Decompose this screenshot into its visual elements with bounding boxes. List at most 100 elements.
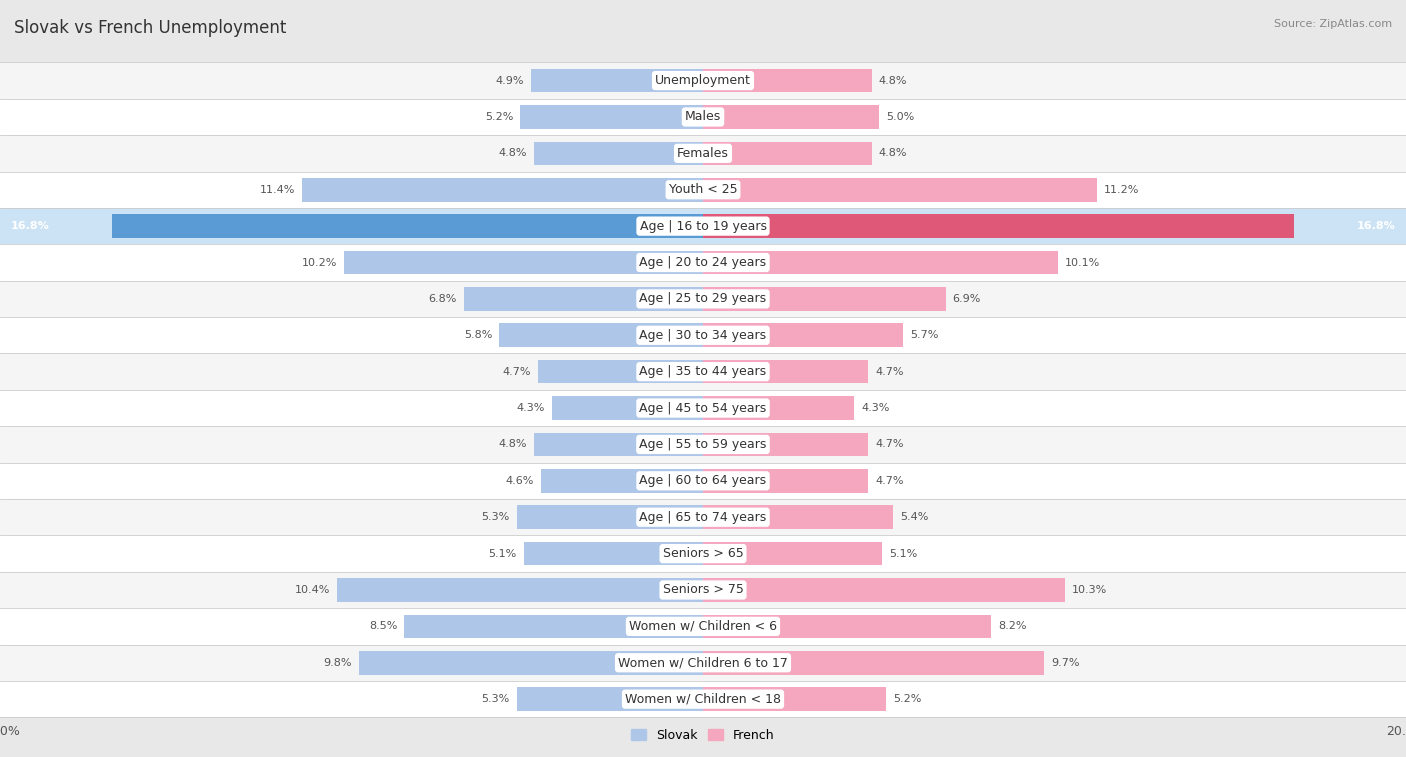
Text: Age | 30 to 34 years: Age | 30 to 34 years bbox=[640, 329, 766, 341]
Bar bbox=[703, 578, 1066, 602]
Bar bbox=[703, 251, 1057, 274]
Bar bbox=[534, 142, 703, 165]
Bar bbox=[524, 542, 703, 565]
Bar bbox=[703, 469, 869, 493]
Bar bbox=[0, 681, 1406, 718]
Text: Age | 16 to 19 years: Age | 16 to 19 years bbox=[640, 220, 766, 232]
Bar bbox=[0, 354, 1406, 390]
Bar bbox=[703, 323, 904, 347]
Text: 5.3%: 5.3% bbox=[481, 512, 510, 522]
Text: Age | 60 to 64 years: Age | 60 to 64 years bbox=[640, 475, 766, 488]
Text: 4.8%: 4.8% bbox=[499, 148, 527, 158]
Bar bbox=[405, 615, 703, 638]
Text: 9.7%: 9.7% bbox=[1050, 658, 1080, 668]
Bar bbox=[517, 506, 703, 529]
Text: 4.3%: 4.3% bbox=[516, 403, 546, 413]
Text: 5.7%: 5.7% bbox=[911, 330, 939, 341]
Text: Women w/ Children < 18: Women w/ Children < 18 bbox=[626, 693, 780, 706]
Text: Age | 45 to 54 years: Age | 45 to 54 years bbox=[640, 401, 766, 415]
Text: Age | 35 to 44 years: Age | 35 to 44 years bbox=[640, 365, 766, 378]
Text: 10.1%: 10.1% bbox=[1066, 257, 1101, 267]
Text: Women w/ Children 6 to 17: Women w/ Children 6 to 17 bbox=[619, 656, 787, 669]
Text: Seniors > 65: Seniors > 65 bbox=[662, 547, 744, 560]
Text: 5.1%: 5.1% bbox=[488, 549, 517, 559]
Bar bbox=[344, 251, 703, 274]
Text: 4.7%: 4.7% bbox=[875, 439, 904, 450]
Bar bbox=[703, 687, 886, 711]
Bar bbox=[0, 172, 1406, 208]
Text: 6.9%: 6.9% bbox=[953, 294, 981, 304]
Bar bbox=[531, 69, 703, 92]
Text: 5.1%: 5.1% bbox=[889, 549, 918, 559]
Bar bbox=[703, 178, 1097, 201]
Bar bbox=[703, 287, 945, 310]
Bar bbox=[703, 396, 855, 420]
Bar bbox=[703, 542, 883, 565]
Text: 4.9%: 4.9% bbox=[495, 76, 524, 86]
Bar bbox=[0, 281, 1406, 317]
Bar bbox=[520, 105, 703, 129]
Bar bbox=[703, 105, 879, 129]
Bar bbox=[541, 469, 703, 493]
Bar bbox=[703, 651, 1043, 674]
Text: Seniors > 75: Seniors > 75 bbox=[662, 584, 744, 597]
Bar bbox=[0, 245, 1406, 281]
Bar bbox=[0, 317, 1406, 354]
Text: 4.8%: 4.8% bbox=[879, 76, 907, 86]
Text: 16.8%: 16.8% bbox=[11, 221, 49, 231]
Bar bbox=[537, 360, 703, 384]
Text: 4.8%: 4.8% bbox=[499, 439, 527, 450]
Bar bbox=[703, 506, 893, 529]
Text: 9.8%: 9.8% bbox=[323, 658, 352, 668]
Bar bbox=[703, 432, 869, 456]
Text: Slovak vs French Unemployment: Slovak vs French Unemployment bbox=[14, 19, 287, 37]
Text: Unemployment: Unemployment bbox=[655, 74, 751, 87]
Bar bbox=[0, 208, 1406, 245]
Text: 8.2%: 8.2% bbox=[998, 621, 1026, 631]
Text: 5.8%: 5.8% bbox=[464, 330, 492, 341]
Text: Youth < 25: Youth < 25 bbox=[669, 183, 737, 196]
Text: Age | 20 to 24 years: Age | 20 to 24 years bbox=[640, 256, 766, 269]
Bar bbox=[703, 360, 869, 384]
Bar bbox=[534, 432, 703, 456]
Text: Age | 25 to 29 years: Age | 25 to 29 years bbox=[640, 292, 766, 305]
Bar bbox=[464, 287, 703, 310]
Bar bbox=[302, 178, 703, 201]
Text: Source: ZipAtlas.com: Source: ZipAtlas.com bbox=[1274, 19, 1392, 29]
Text: 4.7%: 4.7% bbox=[875, 366, 904, 377]
Text: Age | 65 to 74 years: Age | 65 to 74 years bbox=[640, 511, 766, 524]
Bar bbox=[0, 535, 1406, 572]
Bar bbox=[0, 499, 1406, 535]
Text: 5.4%: 5.4% bbox=[900, 512, 928, 522]
Bar bbox=[0, 62, 1406, 98]
Bar bbox=[517, 687, 703, 711]
Text: Females: Females bbox=[678, 147, 728, 160]
Bar bbox=[337, 578, 703, 602]
Bar bbox=[0, 572, 1406, 608]
Bar bbox=[499, 323, 703, 347]
Text: 10.4%: 10.4% bbox=[295, 585, 330, 595]
Text: 5.2%: 5.2% bbox=[893, 694, 921, 704]
Bar bbox=[0, 98, 1406, 136]
Text: Women w/ Children < 6: Women w/ Children < 6 bbox=[628, 620, 778, 633]
Bar bbox=[0, 608, 1406, 644]
Bar bbox=[112, 214, 703, 238]
Bar bbox=[0, 426, 1406, 463]
Text: 4.6%: 4.6% bbox=[506, 476, 534, 486]
Text: 4.8%: 4.8% bbox=[879, 148, 907, 158]
Text: 8.5%: 8.5% bbox=[368, 621, 398, 631]
Bar bbox=[0, 644, 1406, 681]
Bar bbox=[0, 390, 1406, 426]
Legend: Slovak, French: Slovak, French bbox=[627, 724, 779, 747]
Text: 4.3%: 4.3% bbox=[860, 403, 890, 413]
Text: 5.2%: 5.2% bbox=[485, 112, 513, 122]
Text: 16.8%: 16.8% bbox=[1357, 221, 1395, 231]
Text: 11.4%: 11.4% bbox=[260, 185, 295, 195]
Text: 4.7%: 4.7% bbox=[875, 476, 904, 486]
Bar bbox=[703, 69, 872, 92]
Bar bbox=[703, 142, 872, 165]
Text: 10.2%: 10.2% bbox=[302, 257, 337, 267]
Text: 5.0%: 5.0% bbox=[886, 112, 914, 122]
Text: 10.3%: 10.3% bbox=[1073, 585, 1108, 595]
Bar bbox=[0, 463, 1406, 499]
